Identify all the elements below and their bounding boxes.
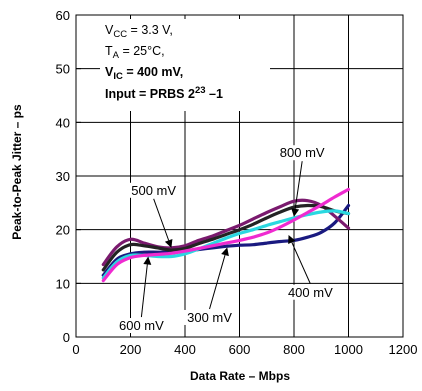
x-tick-label: 600 — [229, 342, 251, 357]
vic-condition: VIC = 400 mV, — [105, 65, 183, 82]
annotation-label: 500 mV — [131, 183, 176, 198]
y-axis-title: Peak-to-Peak Jitter – ps — [10, 104, 24, 240]
annotation-arrowhead — [143, 256, 152, 265]
annotation-background — [115, 318, 168, 334]
x-tick-label: 1200 — [389, 342, 418, 357]
annotation-arrowhead — [164, 239, 173, 248]
y-tick-label: 10 — [56, 276, 70, 291]
annotation-arrowhead — [288, 235, 296, 244]
annotation-leader — [294, 161, 303, 209]
series-line-500-mv — [101, 203, 351, 272]
x-tick-label: 0 — [72, 342, 79, 357]
y-tick-label: 40 — [56, 115, 70, 130]
annotation-label: 400 mV — [288, 285, 333, 300]
annotation-leader — [140, 264, 148, 318]
vcc-condition: VCC = 3.3 V, — [105, 23, 173, 40]
series-annotations: 800 mV 500 mV 600 mV 300 mV 400 mV — [115, 145, 337, 334]
annotation-background — [284, 284, 337, 300]
x-tick-label: 800 — [283, 342, 305, 357]
conditions-legend: VCC = 3.3 V, TA = 25°C, VIC = 400 mV, In… — [100, 19, 270, 111]
series-lines — [101, 187, 351, 283]
ta-condition: TA = 25°C, — [105, 44, 165, 61]
x-tick-label: 200 — [120, 342, 142, 357]
tick-marks — [75, 14, 404, 338]
annotation-background — [127, 182, 180, 198]
y-tick-label: 50 — [56, 62, 70, 77]
conditions-background — [100, 19, 270, 111]
x-tick-label: 1000 — [334, 342, 363, 357]
y-tick-label: 20 — [56, 223, 70, 238]
annotation-arrowhead — [221, 247, 229, 257]
annotation-leader — [153, 198, 170, 241]
y-tick-label: 60 — [56, 8, 70, 23]
y-tick-label: 0 — [63, 330, 70, 345]
x-axis-title: Data Rate – Mbps — [190, 369, 290, 383]
series-line-400-mv — [101, 198, 351, 267]
series-line-300-mv — [101, 203, 351, 277]
series-line-800-mv — [101, 187, 351, 283]
tick-labels: 0 200 400 600 800 1000 1200 0 10 20 30 40 50 60 — [56, 8, 418, 357]
x-tick-label: 400 — [174, 342, 196, 357]
y-tick-label: 30 — [56, 169, 70, 184]
input-condition: Input = PRBS 223 –1 — [105, 85, 223, 101]
annotation-leader — [291, 242, 311, 284]
annotation-arrowhead — [291, 208, 300, 217]
annotation-leader — [209, 254, 226, 310]
annotation-background — [183, 309, 236, 325]
annotation-background — [276, 145, 329, 161]
annotation-label: 600 mV — [119, 318, 164, 333]
annotation-label: 300 mV — [187, 310, 232, 325]
annotation-label: 800 mV — [280, 145, 325, 160]
